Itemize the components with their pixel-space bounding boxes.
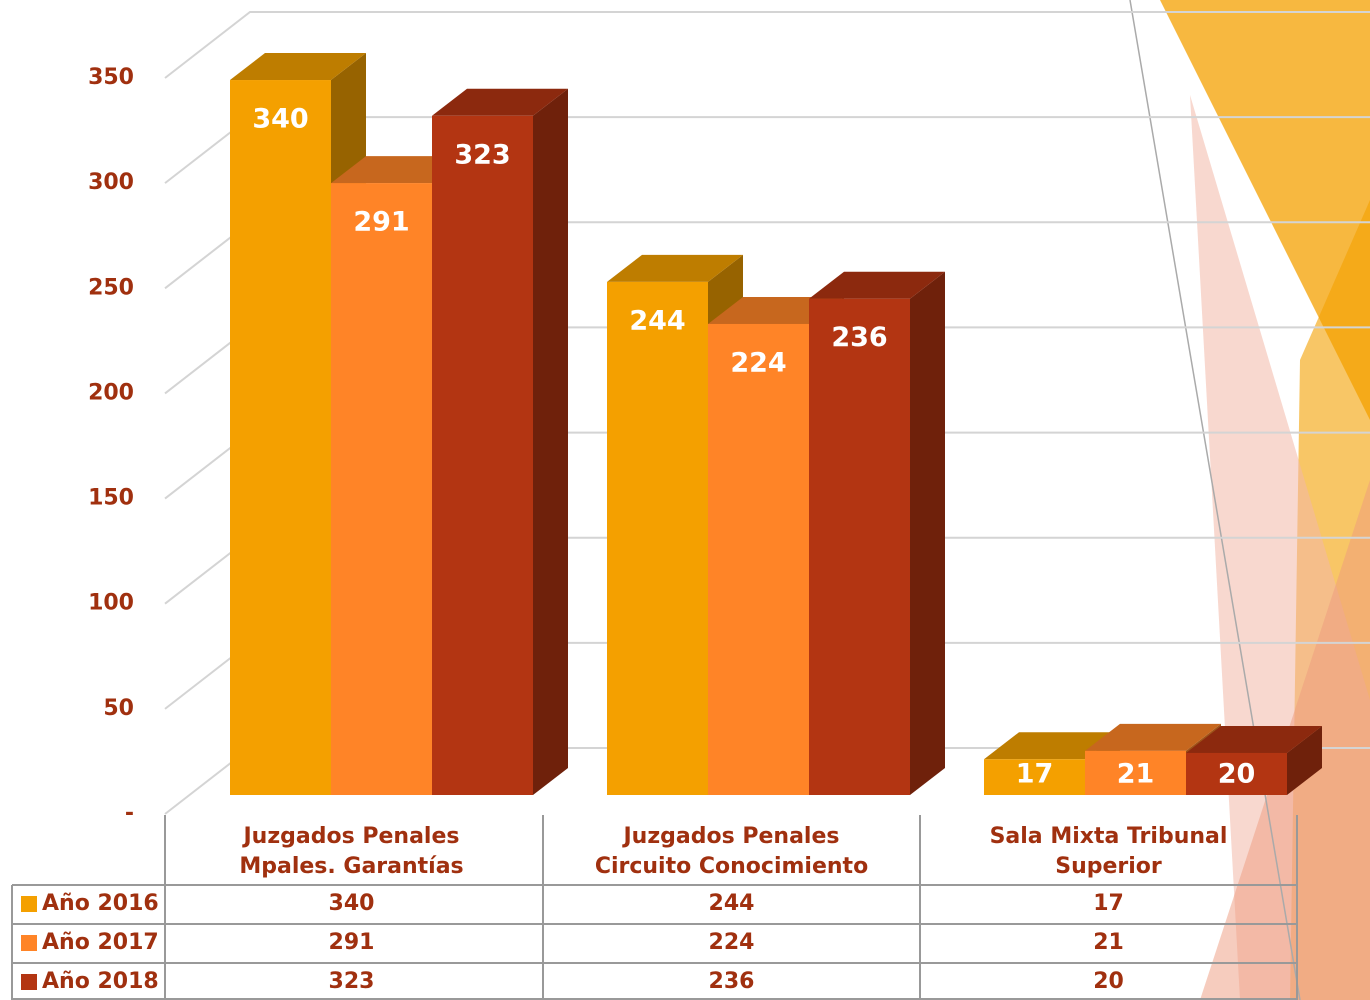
bar-top: [432, 88, 568, 116]
bar-top: [809, 271, 945, 299]
y-tick-label: 150: [88, 486, 134, 511]
legend-label: Año 2016: [42, 891, 159, 916]
value-label: 340: [252, 104, 308, 135]
legend-swatch: [21, 935, 37, 951]
table-value: 340: [329, 891, 375, 916]
value-label: 17: [1016, 759, 1054, 790]
bar-side: [1287, 725, 1322, 795]
category-cell: Sala Mixta Tribunal Superior: [989, 824, 1228, 879]
bar: [809, 271, 945, 795]
table-value: 236: [709, 969, 755, 994]
y-tick-label: 200: [88, 380, 134, 405]
value-label: 21: [1117, 759, 1155, 790]
bar-front: [1186, 752, 1287, 795]
y-tick-label: 100: [88, 591, 134, 616]
legend-swatch: [21, 896, 37, 912]
bar-side: [910, 271, 945, 795]
category-cell: Juzgados Penales Mpales. Garantías: [239, 824, 464, 879]
bar: [432, 88, 568, 795]
table-value: 323: [329, 969, 375, 994]
y-tick-label: 250: [88, 275, 134, 300]
table-value: 291: [329, 930, 375, 955]
value-label: 291: [353, 207, 409, 238]
bar-top: [1085, 723, 1221, 751]
table-value: 20: [1093, 969, 1124, 994]
bar-front: [230, 80, 331, 796]
bars: 340 291 323 244 224 236 17 21 20: [230, 53, 1322, 796]
grid-line: [164, 11, 1370, 79]
value-label: 236: [831, 322, 887, 353]
bar-side: [533, 88, 568, 795]
bar-front: [432, 115, 533, 795]
x-tick-label: Juzgados Penales Mpales. Garantías: [239, 824, 464, 879]
bar-front: [607, 281, 708, 796]
data-table: Juzgados Penales Mpales. Garantías Juzgad…: [11, 815, 1298, 1000]
y-tick-label: 350: [88, 65, 134, 90]
y-tick-label: 50: [103, 696, 134, 721]
grid: - 50 100 150 200 250 300 350: [88, 11, 1370, 826]
value-label: 244: [629, 305, 685, 336]
legend-label: Año 2017: [42, 930, 159, 955]
x-tick-label: Sala Mixta Tribunal Superior: [989, 824, 1228, 879]
value-label: 20: [1218, 759, 1256, 790]
table-value: 224: [709, 930, 755, 955]
category-cell: Juzgados Penales Circuito Conocimiento: [594, 824, 869, 879]
bar-front: [984, 759, 1085, 795]
bar-front: [708, 323, 809, 795]
table-value: 17: [1093, 891, 1124, 916]
value-label: 323: [454, 139, 510, 170]
bar-front: [331, 183, 432, 795]
legend-swatch: [21, 974, 37, 990]
bar: [1186, 725, 1322, 795]
bar-top: [230, 53, 366, 81]
table-value: 21: [1093, 930, 1124, 955]
bar-top: [1186, 725, 1322, 753]
table-value: 244: [709, 891, 755, 916]
bar-front: [1085, 750, 1186, 795]
bar-top: [607, 254, 743, 282]
legend-label: Año 2018: [42, 969, 159, 994]
y-tick-label: -: [125, 801, 134, 826]
x-tick-label: Juzgados Penales Circuito Conocimiento: [594, 824, 869, 879]
y-tick-label: 300: [88, 170, 134, 195]
bar-front: [809, 298, 910, 795]
value-label: 224: [730, 347, 786, 378]
